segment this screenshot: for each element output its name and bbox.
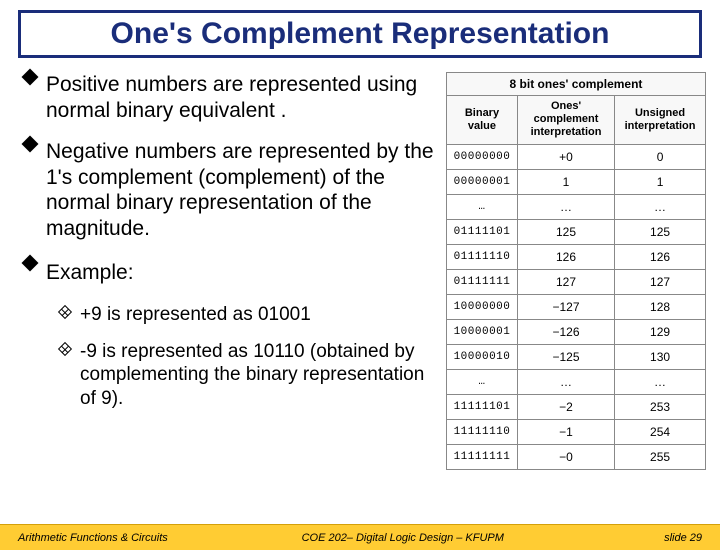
table-cell: 125 [517,219,614,244]
table-cell: 0 [615,144,706,169]
left-column: Positive numbers are represented using n… [14,72,440,470]
table-cell: 127 [615,269,706,294]
table-row: 01111101125125 [447,219,706,244]
table-cell: … [447,194,518,219]
table-row: 01111111127127 [447,269,706,294]
footer-center: COE 202– Digital Logic Design – KFUPM [232,532,574,544]
table-cell: −0 [517,444,614,469]
sub-bullet-2: -9 is represented as 10110 (obtained by … [60,340,440,410]
table-cell: 126 [517,244,614,269]
table-cell: −2 [517,394,614,419]
table-cell: 253 [615,394,706,419]
table-row: 11111101−2253 [447,394,706,419]
table-row: 10000010−125130 [447,344,706,369]
table-cell: 00000000 [447,144,518,169]
footer-right: slide 29 [574,532,702,544]
title-bar: One's Complement Representation [18,10,702,58]
table-cell: 126 [615,244,706,269]
table-cell: 11111101 [447,394,518,419]
table-cell: … [447,369,518,394]
table-cell: 128 [615,294,706,319]
table-row: ……… [447,194,706,219]
table-cell: 01111110 [447,244,518,269]
table-cell: 1 [615,169,706,194]
bullet-text: Example: [46,258,134,287]
table-caption: 8 bit ones' complement [446,72,706,95]
footer: Arithmetic Functions & Circuits COE 202–… [0,524,720,550]
table-cell: 00000001 [447,169,518,194]
table-cell: 254 [615,419,706,444]
table-cell: −127 [517,294,614,319]
complement-table: Binary value Ones' complement interpreta… [446,95,706,470]
footer-left: Arithmetic Functions & Circuits [18,532,232,544]
table-cell: 125 [615,219,706,244]
diamond-bullet-icon [22,254,39,271]
plus-diamond-icon [58,305,72,319]
table-row: 00000000+00 [447,144,706,169]
table-row: ……… [447,369,706,394]
sub-bullet-text: -9 is represented as 10110 (obtained by … [80,340,440,410]
bullet-3: Example: [14,258,440,287]
table-header: Unsigned interpretation [615,96,706,145]
bullet-text: Negative numbers are represented by the … [46,139,440,241]
table-header-row: Binary value Ones' complement interpreta… [447,96,706,145]
bullet-1: Positive numbers are represented using n… [14,72,440,123]
table-cell: +0 [517,144,614,169]
table-cell: −126 [517,319,614,344]
table-cell: 01111101 [447,219,518,244]
table-cell: 10000001 [447,319,518,344]
sub-bullet-1: +9 is represented as 01001 [60,303,440,326]
table-header: Binary value [447,96,518,145]
table-cell: 10000000 [447,294,518,319]
table-cell: 11111111 [447,444,518,469]
right-column: 8 bit ones' complement Binary value Ones… [446,72,706,470]
table-cell: … [615,369,706,394]
bullet-text: Positive numbers are represented using n… [46,72,440,123]
table-cell: 130 [615,344,706,369]
table-cell: 10000010 [447,344,518,369]
table-row: 10000000−127128 [447,294,706,319]
table-cell: 127 [517,269,614,294]
table-cell: 129 [615,319,706,344]
slide-title: One's Complement Representation [21,17,699,51]
table-row: 0000000111 [447,169,706,194]
table-cell: 11111110 [447,419,518,444]
table-cell: … [615,194,706,219]
table-cell: 255 [615,444,706,469]
sub-bullet-text: +9 is represented as 01001 [80,303,311,326]
bullet-2: Negative numbers are represented by the … [14,139,440,241]
table-cell: 01111111 [447,269,518,294]
table-cell: … [517,369,614,394]
diamond-bullet-icon [22,69,39,86]
table-cell: … [517,194,614,219]
table-row: 11111110−1254 [447,419,706,444]
table-row: 11111111−0255 [447,444,706,469]
table-cell: −125 [517,344,614,369]
content-area: Positive numbers are represented using n… [0,58,720,470]
table-row: 01111110126126 [447,244,706,269]
table-row: 10000001−126129 [447,319,706,344]
table-header: Ones' complement interpretation [517,96,614,145]
diamond-bullet-icon [22,136,39,153]
table-cell: −1 [517,419,614,444]
table-cell: 1 [517,169,614,194]
plus-diamond-icon [58,342,72,356]
